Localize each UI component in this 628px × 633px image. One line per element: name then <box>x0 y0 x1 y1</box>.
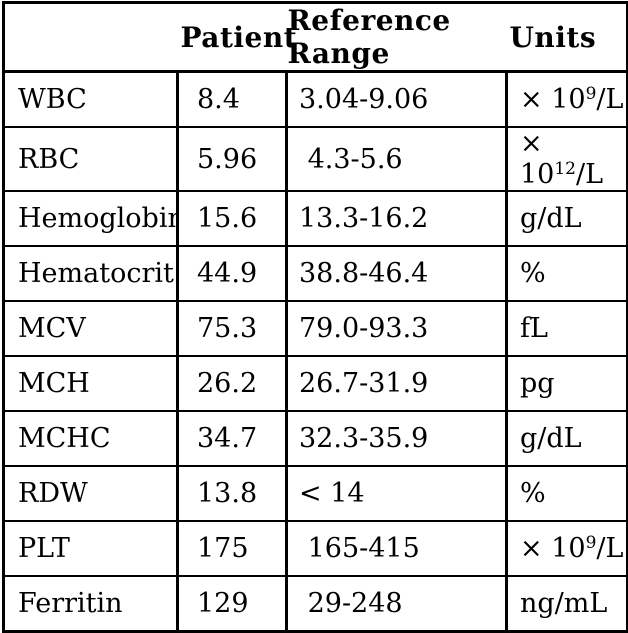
patient-value-cell: 175 <box>176 520 288 577</box>
unit-text: × 10 <box>520 84 586 115</box>
unit-text: % <box>520 478 546 509</box>
patient-value-cell: 26.2 <box>176 355 288 412</box>
reference-range-cell: < 14 <box>285 465 508 522</box>
reference-range-cell: 32.3-35.9 <box>285 410 508 467</box>
reference-range-cell: 165-415 <box>285 520 508 577</box>
table-row-wbc: WBC 8.4 3.04-9.06 × 109/L <box>2 70 628 128</box>
column-header-patient: Patient <box>177 2 297 73</box>
unit-superscript: 12 <box>554 159 576 179</box>
units-cell: fL <box>505 300 628 357</box>
column-header-reference-range: Reference Range <box>286 2 507 73</box>
header-row: Patient Reference Range Units <box>3 2 628 73</box>
reference-range-cell: 29-248 <box>285 575 508 633</box>
units-cell: pg <box>505 355 628 412</box>
patient-value-cell: 15.6 <box>176 190 288 247</box>
patient-value-cell: 13.8 <box>176 465 288 522</box>
test-name-cell: MCHC <box>2 410 179 467</box>
header-empty-cell <box>3 2 178 73</box>
reference-range-cell: 79.0-93.3 <box>285 300 508 357</box>
unit-superscript: 9 <box>585 533 597 553</box>
unit-text: × 10 <box>520 533 586 564</box>
test-name-cell: Ferritin <box>2 575 179 633</box>
test-name-cell: MCH <box>2 355 179 412</box>
test-name-cell: WBC <box>2 70 179 128</box>
unit-superscript: 9 <box>585 84 597 104</box>
table-row-rbc: RBC 5.96 4.3-5.6 × 1012/L <box>2 126 628 192</box>
test-name-cell: Hemoglobin <box>2 190 179 247</box>
reference-range-cell: 26.7-31.9 <box>285 355 508 412</box>
table-row-plt: PLT 175 165-415 × 109/L <box>2 520 628 577</box>
test-name-cell: RBC <box>2 126 179 192</box>
units-cell: g/dL <box>505 190 628 247</box>
test-name-cell: MCV <box>2 300 179 357</box>
unit-text: /L <box>576 159 604 190</box>
patient-value-cell: 8.4 <box>176 70 288 128</box>
patient-value-cell: 5.96 <box>176 126 288 192</box>
unit-text: g/dL <box>520 423 582 454</box>
table-row-rdw: RDW 13.8 < 14 % <box>2 465 628 522</box>
reference-range-cell: 38.8-46.4 <box>285 245 508 302</box>
patient-value-cell: 75.3 <box>176 300 288 357</box>
table-row-ferritin: Ferritin 129 29-248 ng/mL <box>2 575 628 633</box>
column-header-units: Units <box>506 2 628 73</box>
table-row-mchc: MCHC 34.7 32.3-35.9 g/dL <box>2 410 628 467</box>
reference-range-cell: 13.3-16.2 <box>285 190 508 247</box>
test-name-cell: PLT <box>2 520 179 577</box>
patient-value-cell: 129 <box>176 575 288 633</box>
units-cell: % <box>505 245 628 302</box>
table-row-mcv: MCV 75.3 79.0-93.3 fL <box>2 300 628 357</box>
table-row-hemoglobin: Hemoglobin 15.6 13.3-16.2 g/dL <box>2 190 628 247</box>
unit-text: g/dL <box>520 203 582 234</box>
units-cell: × 109/L <box>505 520 628 577</box>
unit-text: × 10 <box>520 128 555 190</box>
units-cell: g/dL <box>505 410 628 467</box>
reference-range-cell: 3.04-9.06 <box>285 70 508 128</box>
unit-text: /L <box>596 84 624 115</box>
units-cell: ng/mL <box>505 575 628 633</box>
reference-range-cell: 4.3-5.6 <box>285 126 508 192</box>
units-cell: × 1012/L <box>505 126 628 192</box>
table-row-mch: MCH 26.2 26.7-31.9 pg <box>2 355 628 412</box>
units-cell: × 109/L <box>505 70 628 128</box>
unit-text: ng/mL <box>520 588 608 619</box>
patient-value-cell: 34.7 <box>176 410 288 467</box>
units-cell: % <box>505 465 628 522</box>
unit-text: pg <box>520 368 555 399</box>
unit-text: fL <box>520 313 548 344</box>
table-row-hematocrit: Hematocrit 44.9 38.8-46.4 % <box>2 245 628 302</box>
unit-text: /L <box>596 533 624 564</box>
unit-text: % <box>520 258 546 289</box>
patient-value-cell: 44.9 <box>176 245 288 302</box>
test-name-cell: RDW <box>2 465 179 522</box>
test-name-cell: Hematocrit <box>2 245 179 302</box>
